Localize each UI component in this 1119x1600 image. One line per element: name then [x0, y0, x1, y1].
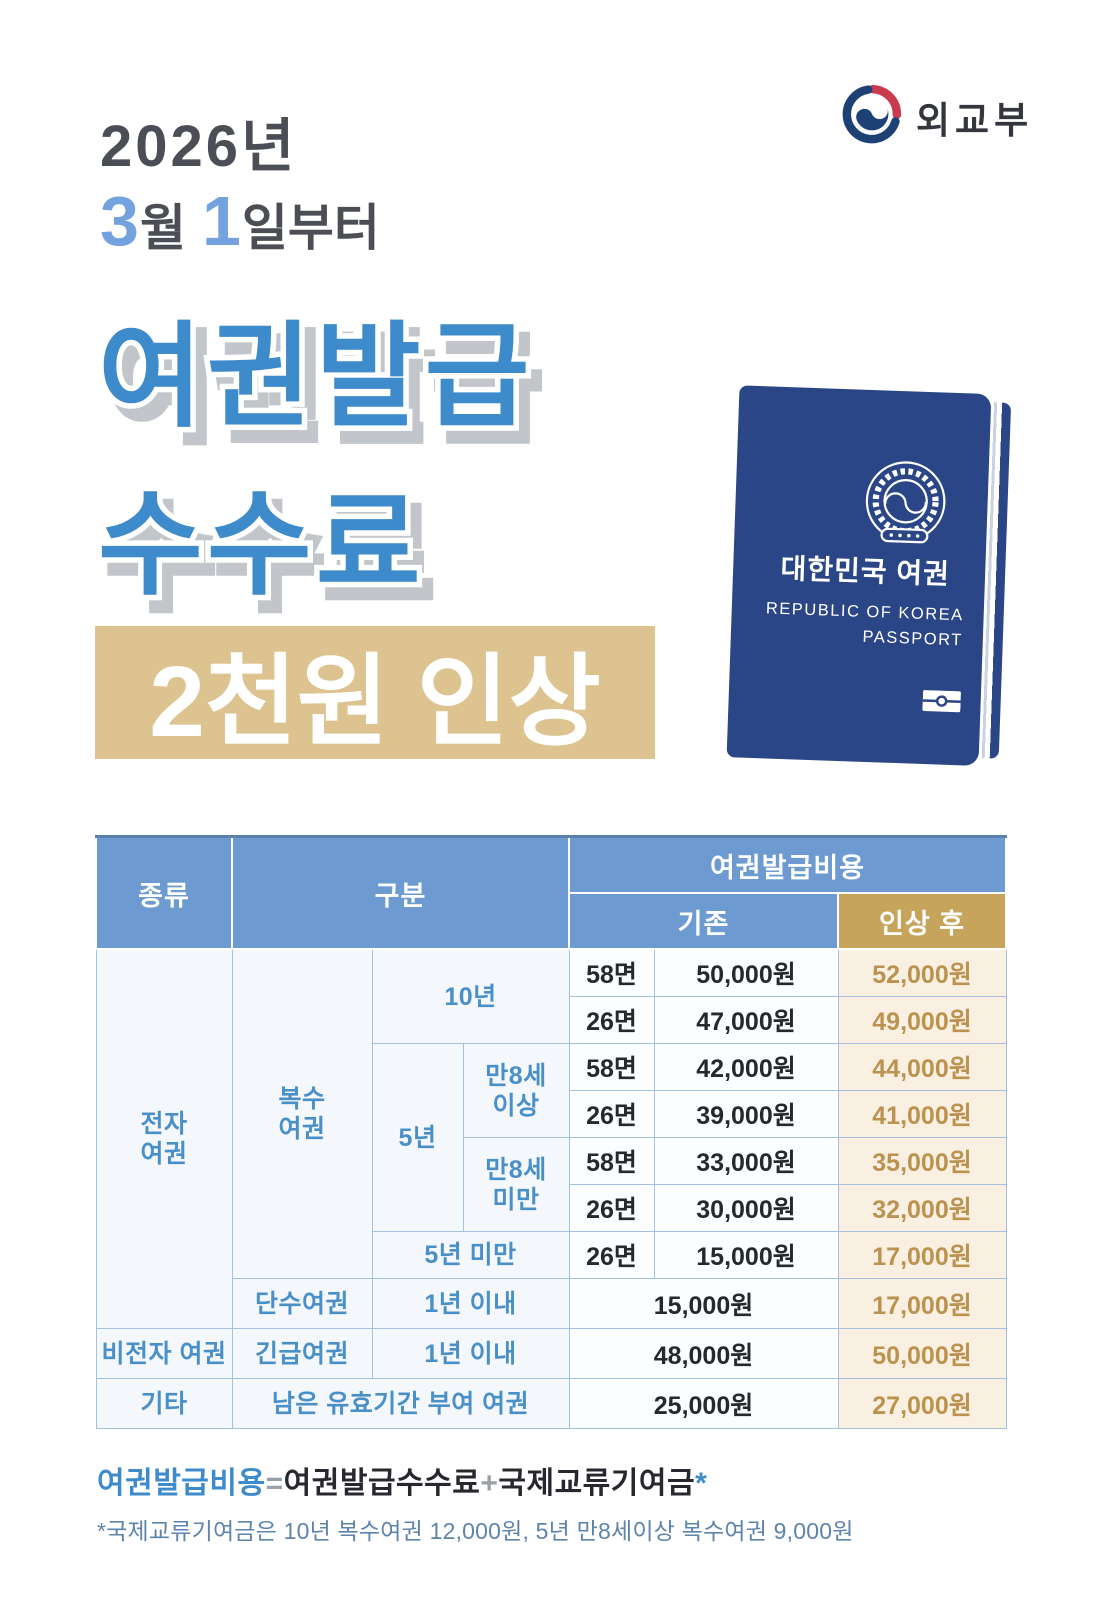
fee-formula: 여권발급비용=여권발급수수료+국제교류기여금*: [97, 1458, 854, 1502]
date-day-number: 1: [201, 182, 242, 260]
group-label-within-1year: 1년 이내: [371, 1278, 570, 1329]
table-row: 만8세 미만 58면 33,000원 35,000원: [96, 1137, 1007, 1232]
cell-after-price: 17,000원: [837, 1231, 1007, 1279]
col-header-after: 인상 후: [837, 892, 1007, 950]
cell-after-price: 27,000원: [837, 1378, 1007, 1429]
passport-fee-table: 종류 구분 여권발급비용 기존 인상 후 전자 여권 복수 여권 10년 58면…: [95, 835, 1007, 1429]
passport-title-korean: 대한민국 여권: [779, 552, 951, 590]
cell-pages: 26면: [568, 1090, 655, 1138]
formula-term-cost: 여권발급비용: [97, 1467, 266, 1500]
effective-date-heading: 2026년 3 월 1 일부터: [100, 114, 380, 257]
cell-after-price: 35,000원: [837, 1137, 1007, 1185]
col-header-type: 종류: [95, 835, 233, 950]
cell-existing-price: 48,000원: [568, 1328, 839, 1379]
footnote-detail: *국제교류기여금은 10년 복수여권 12,000원, 5년 만8세이상 복수여…: [97, 1518, 854, 1544]
table-row: 26면 39,000원 41,000원: [96, 1090, 1007, 1138]
cell-existing-price: 33,000원: [653, 1137, 839, 1185]
table-row: 5년 미만 26면 15,000원 17,000원: [96, 1231, 1007, 1279]
title-line-1-outline: 여권발급: [93, 312, 536, 442]
cell-existing-price: 39,000원: [653, 1090, 839, 1138]
footnote: 여권발급비용=여권발급수수료+국제교류기여금* *국제교류기여금은 10년 복수…: [97, 1458, 854, 1546]
title-line-1-text: 여권발급: [98, 314, 534, 441]
cell-after-price: 41,000원: [837, 1090, 1007, 1138]
cell-existing-price: 42,000원: [653, 1043, 839, 1091]
passport-illustration: 대한민국 여권 REPUBLIC OF KOREA PASSPORT: [726, 385, 1012, 766]
passport-title-english: REPUBLIC OF KOREA PASSPORT: [762, 596, 964, 652]
table-row: 전자 여권 복수 여권 10년 58면 50,000원 52,000원: [95, 948, 1007, 1329]
cell-pages: 58면: [568, 1043, 655, 1091]
biometric-passport-icon: [922, 690, 961, 718]
cell-after-price: 32,000원: [837, 1184, 1007, 1232]
group-label-within-1year: 1년 이내: [371, 1328, 570, 1379]
table-row: 26면 47,000원 49,000원: [96, 996, 1007, 1044]
col-header-existing: 기존: [568, 892, 839, 950]
main-title: 여권발급 여권발급 여권발급 수수료 수수료 수수료 2천원 인상: [93, 312, 718, 759]
title-line-2-shadow: 수수료: [104, 493, 438, 623]
cell-existing-price: 47,000원: [653, 996, 839, 1044]
cell-existing-price: 50,000원: [653, 948, 839, 997]
cell-after-price: 49,000원: [837, 996, 1007, 1044]
cell-pages: 26면: [568, 1231, 655, 1279]
cell-after-price: 50,000원: [837, 1328, 1007, 1379]
title-line-2-text: 수수료: [98, 482, 425, 609]
group-label-etc: 기타: [95, 1378, 233, 1429]
group-label-emergency: 긴급여권: [231, 1328, 373, 1379]
ministry-logo: 외교부: [842, 84, 1033, 149]
group-label-age8-under: 만8세 미만: [462, 1137, 570, 1232]
cell-after-price: 17,000원: [837, 1278, 1007, 1329]
formula-term-fee: 여권발급수수료: [283, 1467, 481, 1500]
fee-increase-banner-text: 2천원 인상: [149, 646, 601, 758]
date-line: 3 월 1 일부터: [100, 186, 380, 256]
title-line-1: 여권발급 여권발급 여권발급: [93, 312, 718, 486]
formula-term-contribution: 국제교류기여금: [498, 1467, 696, 1500]
taegeuk-swirl-icon: [842, 84, 902, 149]
group-label-single: 단수여권: [231, 1278, 373, 1329]
korea-national-emblem-icon: [860, 456, 951, 552]
cell-after-price: 52,000원: [837, 948, 1007, 997]
title-line-2: 수수료 수수료 수수료: [93, 480, 718, 654]
passport-text-block: 대한민국 여권 REPUBLIC OF KOREA PASSPORT: [762, 546, 965, 652]
cell-existing-price: 25,000원: [568, 1378, 839, 1429]
formula-equals: =: [265, 1467, 284, 1500]
cell-existing-price: 15,000원: [568, 1278, 839, 1329]
group-label-remaining-validity: 남은 유효기간 부여 여권: [231, 1378, 570, 1429]
group-label-multiple: 복수 여권: [231, 948, 373, 1279]
col-header-category: 구분: [231, 835, 570, 950]
date-year: 2026년: [100, 114, 298, 179]
cell-pages: 58면: [568, 948, 655, 997]
date-month-number: 3: [100, 182, 140, 260]
date-month-suffix: 월: [139, 200, 186, 256]
group-label-age8-over: 만8세 이상: [462, 1043, 570, 1138]
group-label-10year: 10년: [371, 948, 570, 1044]
fee-increase-banner: 2천원 인상: [95, 626, 655, 759]
title-line-1-shadow: 여권발급: [104, 325, 547, 455]
cell-after-price: 44,000원: [837, 1043, 1007, 1091]
cell-pages: 58면: [568, 1137, 655, 1185]
group-label-under-5year: 5년 미만: [371, 1231, 570, 1279]
table-row: 기타 남은 유효기간 부여 여권 25,000원 27,000원: [95, 1378, 1007, 1429]
ministry-name: 외교부: [916, 99, 1034, 141]
table-row: 비전자 여권 긴급여권 1년 이내 48,000원 50,000원: [95, 1328, 1007, 1379]
title-line-2-outline: 수수료: [93, 480, 427, 610]
table-row: 26면 30,000원 32,000원: [96, 1184, 1007, 1232]
date-day-suffix: 일부터: [241, 200, 380, 256]
group-label-non-electronic: 비전자 여권: [95, 1328, 233, 1379]
table-row: 단수여권 1년 이내 15,000원 17,000원: [96, 1278, 1007, 1329]
formula-plus: +: [480, 1467, 499, 1500]
table-row: 5년 만8세 이상 58면 42,000원 44,000원: [96, 1043, 1007, 1232]
group-label-electronic: 전자 여권: [95, 948, 233, 1329]
cell-existing-price: 15,000원: [653, 1231, 839, 1279]
cell-pages: 26면: [568, 996, 655, 1044]
formula-asterisk: *: [695, 1467, 708, 1500]
cell-pages: 26면: [568, 1184, 655, 1232]
cell-existing-price: 30,000원: [653, 1184, 839, 1232]
col-header-cost: 여권발급비용: [568, 835, 1007, 894]
group-label-5year: 5년: [371, 1043, 464, 1232]
